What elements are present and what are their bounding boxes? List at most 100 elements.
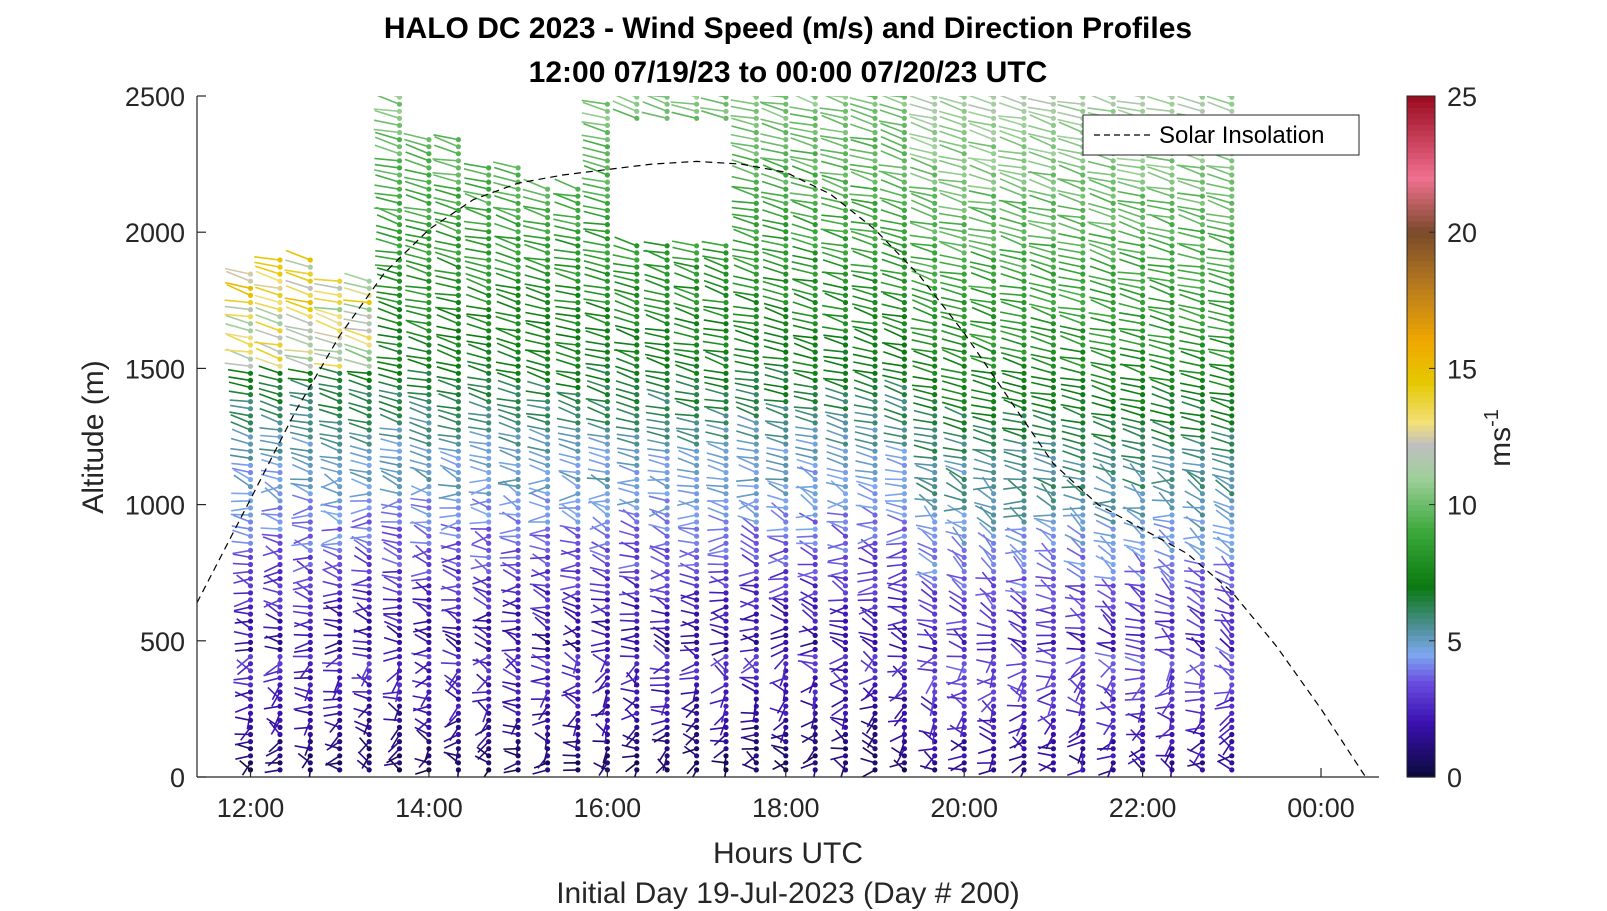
wind-barb-dot [247,746,254,752]
wind-barb [614,300,638,311]
wind-barb [405,319,430,325]
wind-barb-dot [783,462,789,468]
wind-barb-dot [337,469,343,476]
wind-barb-dot [694,441,700,447]
wind-barb [1002,418,1025,424]
wind-barb-dot [842,590,849,596]
wind-barb-dot [932,285,938,291]
wind-barb-dot [277,462,283,468]
wind-barb [852,274,876,282]
wind-barb-dot [694,717,700,723]
wind-barb [382,586,400,594]
wind-barb [318,408,340,417]
wind-barb [912,365,935,375]
wind-barb-dot [783,441,789,447]
wind-barb-dot [486,236,492,242]
wind-barb-dot [366,682,372,688]
wind-barb-dot [307,561,313,568]
wind-barb-dot [277,547,283,554]
wind-barb [1030,392,1054,396]
wind-barb [406,274,430,282]
wind-barb [1066,631,1083,637]
wind-barb [705,431,727,438]
wind-barb-dot [723,299,729,306]
wind-barb-dot [426,335,432,341]
wind-barb [1000,265,1025,275]
wind-barb-dot [396,384,403,391]
wind-barb [771,502,787,516]
wind-barb [969,265,994,275]
wind-barb-dot [366,668,372,674]
wind-barb [557,392,579,403]
wind-barb-dot [753,392,759,398]
wind-barb [932,727,936,745]
wind-barb-dot [812,243,818,249]
wind-barb [939,261,965,268]
wind-barb-dot [366,760,372,766]
wind-barb-dot [932,767,938,773]
wind-barb-dot [694,675,700,681]
wind-barb-dot [307,590,313,596]
wind-barb-dot [932,96,938,100]
wind-barb-dot [426,569,432,575]
wind-barb-dot [872,222,878,228]
wind-barb-dot [783,335,789,341]
wind-barb-dot [783,292,789,298]
wind-barb [344,328,370,339]
wind-barb-dot [634,349,640,355]
wind-barb-dot [723,307,729,313]
wind-barb [236,618,251,629]
wind-barb-dot [1050,363,1056,369]
wind-barb-dot [753,632,759,639]
wind-barb [344,287,370,297]
wind-barb-dot [932,753,938,759]
wind-barb [879,197,905,205]
wind-barb-dot [545,561,551,568]
wind-barb [1029,294,1054,304]
wind-barb-dot [842,654,849,660]
wind-barb-dot [396,739,403,745]
wind-barb [826,450,846,460]
wind-barb [713,733,727,746]
wind-barb-dot [753,236,759,242]
wind-barb-dot [842,342,849,348]
wind-barb-dot [575,271,581,277]
wind-barb-dot [366,611,372,617]
wind-barb [826,444,846,452]
wind-barb [1031,395,1054,403]
wind-barb-dot [753,505,759,511]
wind-barb-dot [604,618,611,624]
wind-barb-dot [753,335,759,341]
wind-barb [410,485,430,496]
wind-barb-dot [961,115,967,121]
wind-barb-dot [901,193,908,199]
wind-barb-dot [723,413,729,419]
wind-barb [405,233,430,240]
wind-barb [853,306,876,318]
wind-barb [440,521,459,531]
wind-barb [676,468,697,474]
wind-barb-dot [664,519,670,525]
wind-barb-dot [1021,214,1027,221]
wind-barb-dot [307,392,313,398]
wind-barb-dot [694,512,700,518]
wind-barb-dot [901,455,908,461]
wind-barb [893,684,906,700]
wind-barb-dot [783,661,789,667]
wind-barb [941,396,965,403]
wind-barb-dot [277,519,283,525]
wind-barb [800,603,816,615]
wind-barb-dot [486,561,492,568]
wind-barb-dot [604,675,611,681]
wind-barb [673,322,697,332]
wind-barb [939,230,965,240]
wind-barb [528,450,548,460]
wind-barb-dot [486,618,492,624]
wind-barb-dot [872,455,878,461]
wind-barb-dot [783,299,789,306]
wind-barb [671,103,697,113]
wind-barb-dot [545,710,551,716]
wind-barb-dot [694,760,700,766]
wind-barb-dot [1080,618,1086,624]
wind-barb-dot [575,441,581,447]
